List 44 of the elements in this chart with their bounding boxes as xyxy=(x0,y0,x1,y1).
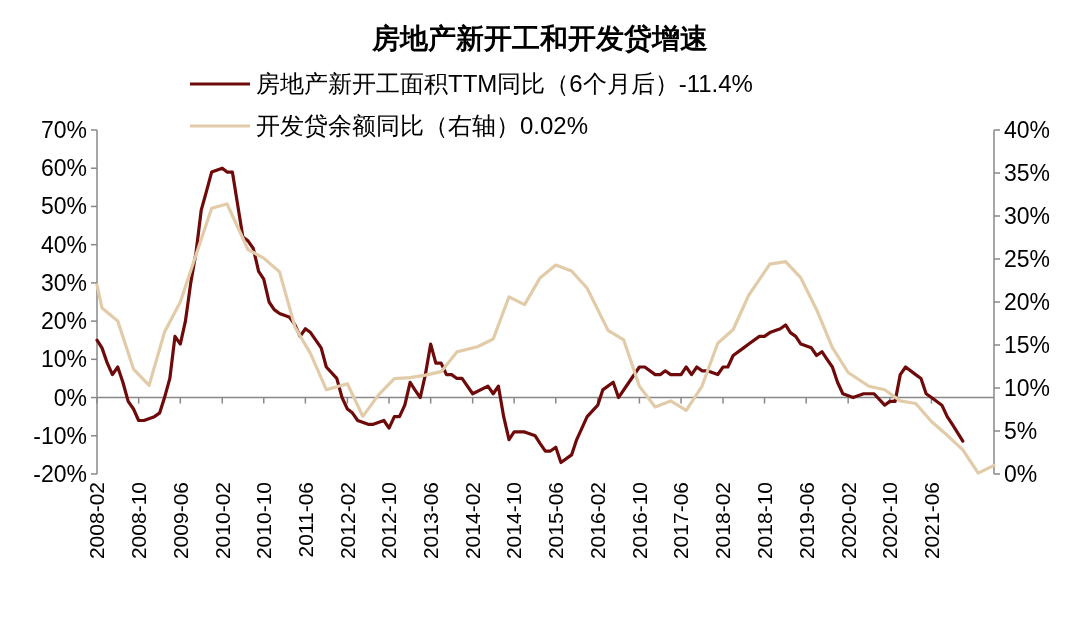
y2-tick-label: 25% xyxy=(1004,246,1051,273)
y-tick-label: 40% xyxy=(40,231,87,258)
x-tick-label: 2010-10 xyxy=(252,482,276,560)
y-tick-label: 30% xyxy=(40,269,87,296)
x-tick-label: 2012-02 xyxy=(335,482,359,560)
y2-tick-label: 20% xyxy=(1004,289,1051,316)
y2-tick-label: 40% xyxy=(1004,117,1051,144)
x-tick-label: 2020-02 xyxy=(836,482,860,560)
x-tick-label: 2013-06 xyxy=(419,482,443,560)
y-tick-label: -20% xyxy=(33,461,87,488)
x-tick-label: 2012-10 xyxy=(377,482,401,560)
y2-tick-label: 15% xyxy=(1004,332,1051,359)
chart-title: 房地产新开工和开发贷增速 xyxy=(371,23,708,54)
y2-tick-label: 10% xyxy=(1004,375,1051,402)
y2-tick-label: 30% xyxy=(1004,203,1051,230)
x-tick-label: 2008-10 xyxy=(127,482,150,560)
y2-tick-label: 5% xyxy=(1004,418,1038,445)
y2-tick-label: 35% xyxy=(1004,160,1051,187)
x-tick-label: 2015-06 xyxy=(544,482,568,560)
x-tick-label: 2018-02 xyxy=(711,482,735,560)
y-tick-label: 0% xyxy=(53,384,87,411)
x-tick-label: 2011-06 xyxy=(293,482,317,558)
y-tick-label: 60% xyxy=(40,155,87,182)
x-tick-label: 2018-10 xyxy=(752,482,776,560)
x-tick-label: 2016-10 xyxy=(627,482,651,560)
line-series xyxy=(95,166,965,465)
x-tick-label: 2009-06 xyxy=(168,482,192,560)
x-tick-label: 2014-10 xyxy=(502,482,526,560)
y-tick-label: 70% xyxy=(40,117,87,144)
y-tick-label: 20% xyxy=(40,308,87,335)
legend-label: 房地产新开工面积TTM同比（6个月后）-11.4% xyxy=(256,70,753,98)
x-tick-label: 2016-02 xyxy=(586,482,610,560)
y-tick-label: -10% xyxy=(33,422,87,449)
x-tick-label: 2021-06 xyxy=(919,482,943,560)
y2-tick-label: 0% xyxy=(1004,461,1038,488)
y-tick-label: 50% xyxy=(40,193,87,220)
x-tick-label: 2014-02 xyxy=(461,482,485,560)
x-tick-label: 2008-02 xyxy=(85,482,109,560)
y-tick-label: 10% xyxy=(40,346,87,373)
x-tick-label: 2020-10 xyxy=(878,482,902,560)
x-tick-label: 2017-06 xyxy=(669,482,693,560)
x-tick-label: 2019-06 xyxy=(794,482,818,560)
x-tick-label: 2010-02 xyxy=(210,482,234,560)
legend-label: 开发贷余额同比（右轴）0.02% xyxy=(256,112,589,140)
